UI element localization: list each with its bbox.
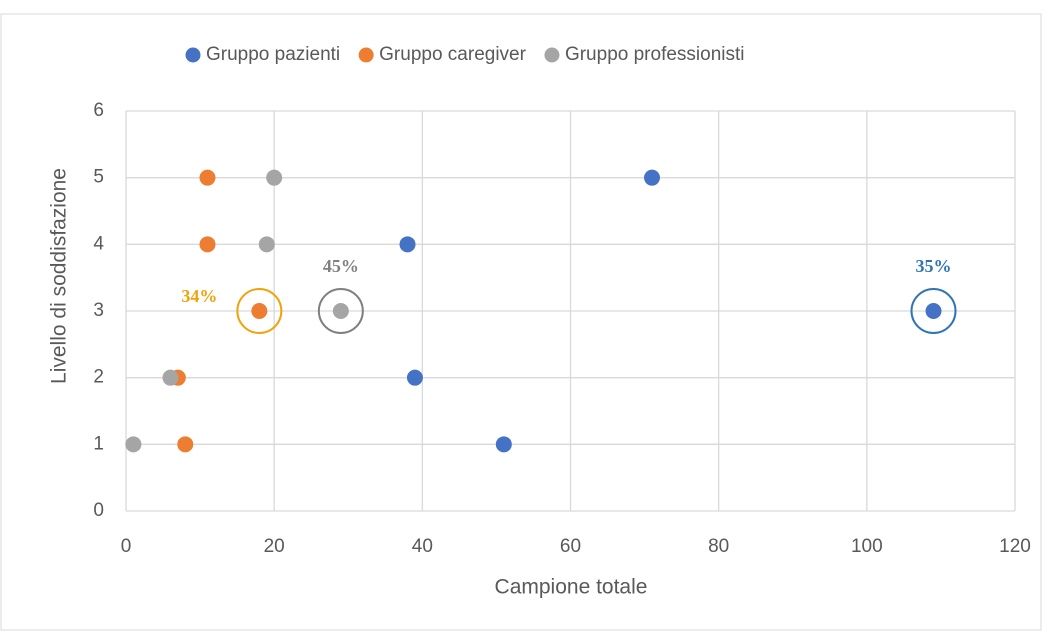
point [251, 303, 268, 319]
legend-marker [544, 47, 560, 63]
highlight-ring [910, 288, 957, 334]
y-tick-label: 0 [93, 500, 104, 521]
x-tick-label: 40 [412, 536, 433, 557]
x-tick-label: 100 [851, 536, 883, 557]
point [199, 236, 216, 253]
highlight-ring [317, 288, 364, 334]
y-tick-label: 4 [93, 233, 104, 254]
legend-marker [358, 47, 374, 63]
x-tick-label: 20 [264, 536, 285, 557]
y-tick-label: 5 [93, 167, 104, 188]
x-tick-label: 80 [708, 536, 729, 557]
point [925, 303, 942, 319]
y-tick-label: 6 [93, 100, 104, 121]
annotation: 34% [181, 286, 217, 306]
legend-label: Gruppo pazienti [206, 44, 340, 65]
annotation: 45% [323, 256, 359, 276]
annotation: 35% [916, 256, 952, 276]
point [266, 169, 283, 186]
x-tick-label: 60 [560, 536, 581, 557]
point [399, 236, 416, 253]
point [406, 369, 423, 386]
legend-marker [185, 47, 201, 63]
point [643, 169, 660, 186]
chart-frame [0, 13, 1042, 631]
y-tick-label: 1 [93, 433, 104, 454]
y-tick-label: 3 [93, 300, 104, 321]
point [177, 436, 194, 453]
y-axis-title: Livello di soddisfazione [48, 168, 71, 384]
point [199, 169, 216, 186]
highlight-ring [236, 288, 283, 334]
x-tick-label: 0 [121, 536, 132, 557]
point [258, 236, 275, 253]
x-tick-label: 120 [999, 536, 1031, 557]
legend-label: Gruppo professionisti [565, 44, 745, 65]
point [125, 436, 142, 453]
x-axis-title: Campione totale [495, 576, 648, 599]
y-tick-label: 2 [93, 367, 104, 388]
legend-label: Gruppo caregiver [379, 44, 526, 65]
point [332, 303, 349, 319]
point [495, 436, 512, 453]
point [162, 369, 179, 386]
